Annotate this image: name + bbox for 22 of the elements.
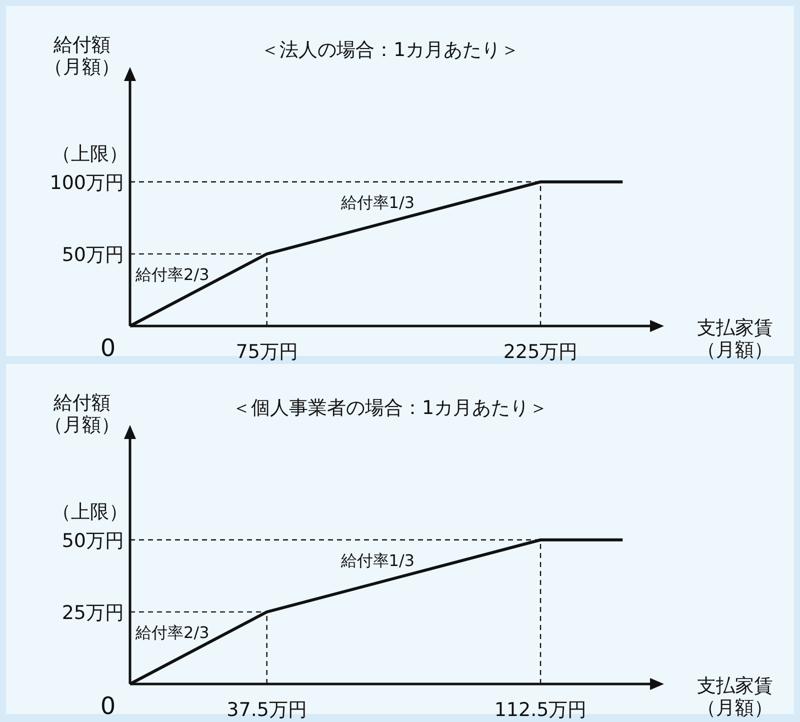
text: （上限）	[52, 500, 128, 523]
annotation: 給付率1/3	[340, 550, 415, 570]
x-tick-label: 75万円	[236, 341, 298, 363]
y-axis-title: 給付額（月額）	[44, 34, 120, 78]
y-tick-label: 50万円	[62, 244, 124, 266]
x-tick-label: 37.5万円	[226, 699, 307, 721]
x-axis-title: 支払家賃（月額）	[697, 675, 773, 719]
annotation: 給付率1/3	[340, 192, 415, 212]
annotation: 給付率2/3	[134, 264, 210, 284]
chart-title: ＜個人事業者の場合：1カ月あたり＞	[232, 397, 548, 419]
chart-title: ＜法人の場合：1カ月あたり＞	[260, 39, 520, 61]
text: （上限）	[52, 142, 128, 165]
text: 0	[100, 334, 116, 362]
x-tick-label: 225万円	[503, 341, 578, 363]
x-axis-title: 支払家賃（月額）	[697, 317, 773, 361]
y-tick-label: 100万円	[50, 172, 124, 194]
text: 0	[100, 692, 116, 720]
y-axis-title: 給付額（月額）	[44, 392, 120, 436]
annotation: 給付率2/3	[134, 622, 210, 642]
y-tick-label: 50万円	[62, 530, 124, 552]
y-tick-label: 25万円	[62, 602, 124, 624]
x-tick-label: 112.5万円	[494, 699, 587, 721]
